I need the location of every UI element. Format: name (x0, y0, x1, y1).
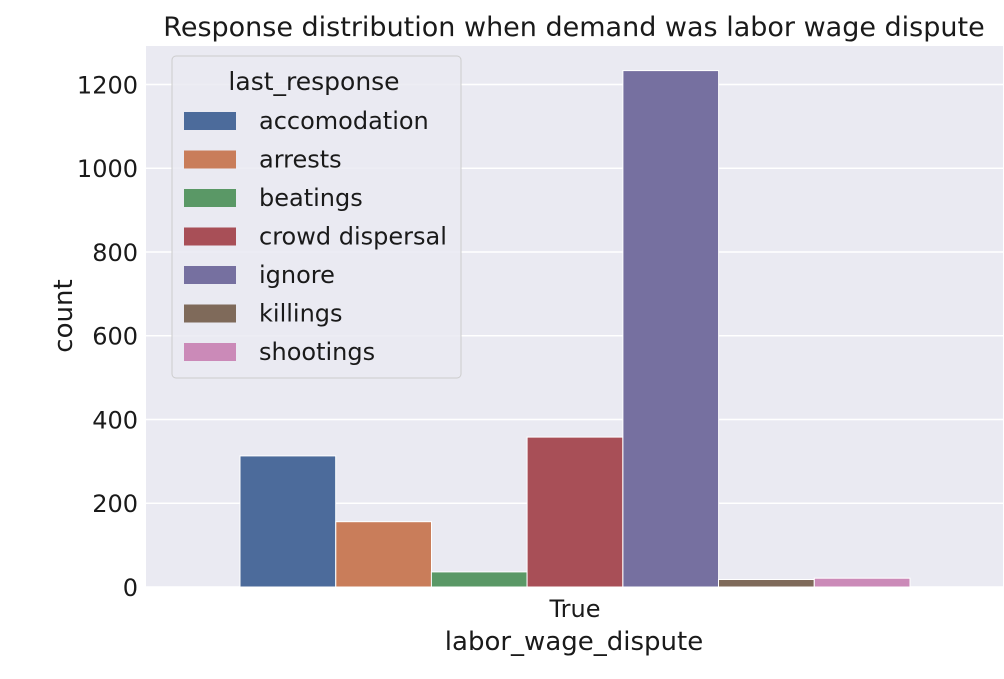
y-tick-label: 0 (123, 574, 138, 602)
y-tick-label: 800 (92, 239, 138, 267)
bar-crowd-dispersal (526, 436, 624, 588)
legend-label: beatings (259, 184, 363, 212)
bar-arrests (335, 521, 432, 588)
legend-label: accomodation (259, 107, 429, 135)
y-tick-label: 600 (92, 323, 138, 351)
legend-swatch (184, 343, 236, 361)
legend-swatch (184, 266, 236, 284)
legend-swatch (184, 304, 236, 323)
y-tick-label: 1000 (77, 155, 138, 183)
bars (239, 70, 911, 588)
y-tick-label: 400 (92, 406, 138, 434)
bar-ignore (622, 70, 720, 588)
bar-beatings (430, 571, 528, 588)
legend-title: last_response (228, 67, 399, 96)
legend-items: accomodation arrests beatings crowd dispers… (184, 107, 447, 366)
legend-label: killings (259, 300, 343, 328)
x-axis-ticks: True (549, 595, 601, 623)
legend-label: ignore (259, 261, 335, 289)
bar-shootings (813, 577, 911, 588)
legend-swatch (184, 227, 236, 246)
chart-title: Response distribution when demand was la… (163, 12, 984, 43)
legend-swatch (184, 189, 236, 207)
bar-accomodation (239, 455, 337, 588)
y-axis-label: count (49, 279, 79, 352)
legend-swatch (184, 112, 236, 130)
y-tick-label: 200 (92, 490, 138, 518)
legend-label: crowd dispersal (259, 223, 447, 251)
legend-swatch (184, 150, 236, 169)
legend: last_response accomodation arrests beating… (171, 55, 462, 379)
legend-box (171, 55, 462, 379)
legend-label: shootings (259, 338, 375, 366)
bar-killings (718, 579, 815, 588)
y-tick-label: 1200 (77, 71, 138, 99)
legend-label: arrests (259, 146, 342, 174)
x-tick-label: True (549, 595, 601, 623)
x-axis-label: labor_wage_dispute (445, 627, 703, 657)
y-axis-ticks: 0 200 400 600 800 1000 1200 (77, 71, 138, 602)
